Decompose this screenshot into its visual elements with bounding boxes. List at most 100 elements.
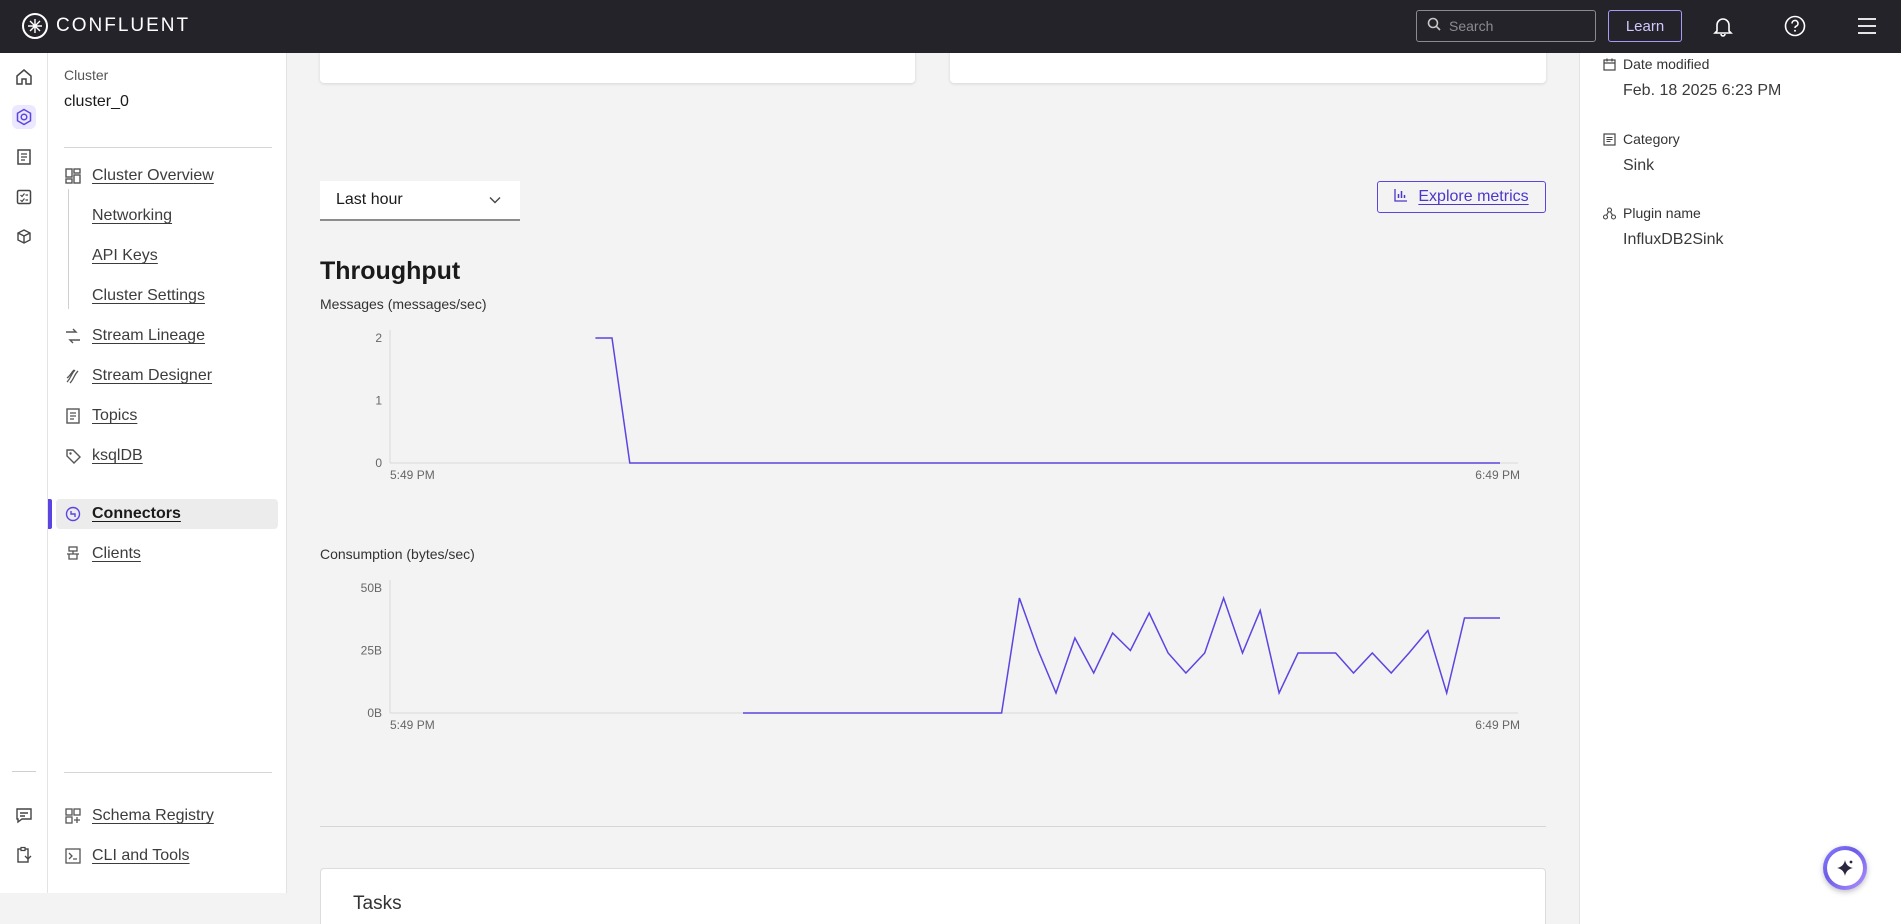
confluent-logo-icon — [22, 13, 48, 39]
sidebar-item-label: CLI and Tools — [92, 847, 190, 864]
summary-card — [320, 53, 915, 83]
search-box[interactable] — [1416, 10, 1596, 42]
messages-chart: 2 1 0 5:49 PM 6:49 PM — [375, 330, 1520, 482]
dashboard-icon — [64, 167, 82, 185]
home-icon[interactable] — [12, 65, 36, 89]
series-line — [743, 595, 1500, 714]
date-modified-label: Date modified — [1623, 56, 1710, 72]
sidebar-item-connectors[interactable]: Connectors — [56, 499, 278, 529]
subnav-line — [68, 189, 69, 309]
help-icon[interactable] — [1782, 13, 1808, 39]
bar-chart-icon — [1394, 188, 1408, 207]
summary-card — [950, 53, 1546, 83]
search-input[interactable] — [1449, 18, 1579, 34]
clipboard-icon[interactable] — [12, 843, 36, 867]
sidebar-item-api-keys[interactable]: API Keys — [56, 241, 278, 271]
menu-icon[interactable] — [1854, 13, 1880, 39]
sidebar-item-stream-lineage[interactable]: Stream Lineage — [56, 321, 278, 351]
explore-metrics-label: Explore metrics — [1418, 188, 1529, 205]
ksqldb-icon — [64, 447, 82, 465]
marketplace-icon[interactable] — [12, 225, 36, 249]
details-panel: Date modified Feb. 18 2025 6:23 PM Categ… — [1579, 53, 1901, 924]
x-tick-label: 6:49 PM — [1475, 468, 1520, 482]
y-tick-label: 2 — [375, 331, 382, 345]
lineage-icon — [64, 327, 82, 345]
date-modified-value: Feb. 18 2025 6:23 PM — [1623, 82, 1782, 99]
sidebar-item-label: Stream Lineage — [92, 327, 205, 344]
chevron-down-icon — [488, 193, 502, 212]
active-indicator — [48, 499, 52, 529]
bell-icon[interactable] — [1710, 13, 1736, 39]
environments-icon[interactable] — [12, 105, 36, 129]
category-icon — [1602, 132, 1616, 146]
topics-icon — [64, 407, 82, 425]
sidebar-item-stream-designer[interactable]: Stream Designer — [56, 361, 278, 391]
top-bar: CONFLUENT Learn — [0, 0, 1901, 53]
cluster-name[interactable]: cluster_0 — [64, 93, 129, 110]
plugin-icon — [1602, 206, 1616, 220]
sidebar-divider — [64, 772, 272, 773]
series-line — [595, 337, 1500, 464]
terminal-icon — [64, 847, 82, 865]
y-tick-label: 25B — [361, 644, 382, 658]
sidebar-item-label: Schema Registry — [92, 807, 214, 824]
plugin-name-label: Plugin name — [1623, 205, 1701, 221]
data-portal-icon[interactable] — [12, 145, 36, 169]
sidebar-item-topics[interactable]: Topics — [56, 401, 278, 431]
sidebar-item-label: ksqlDB — [92, 447, 143, 464]
clients-icon — [64, 545, 82, 563]
designer-icon — [64, 367, 82, 385]
learn-button[interactable]: Learn — [1608, 10, 1682, 42]
x-tick-label: 5:49 PM — [390, 718, 435, 732]
sidebar-item-label: Cluster Settings — [92, 287, 205, 304]
sidebar-item-cli-and-tools[interactable]: CLI and Tools — [56, 841, 278, 871]
tasks-card: Tasks — [320, 868, 1546, 924]
section-divider — [320, 826, 1546, 827]
tasks-title: Tasks — [353, 893, 402, 914]
feedback-icon[interactable] — [12, 803, 36, 827]
sidebar-item-ksqldb[interactable]: ksqlDB — [56, 441, 278, 471]
time-range-value: Last hour — [336, 191, 403, 208]
category-value: Sink — [1623, 157, 1655, 174]
x-tick-label: 6:49 PM — [1475, 718, 1520, 732]
search-icon — [1427, 17, 1441, 36]
sidebar-item-label: Networking — [92, 207, 173, 224]
confluent-logo[interactable]: CONFLUENT — [22, 13, 190, 39]
brand-name: CONFLUENT — [56, 15, 191, 36]
x-tick-label: 5:49 PM — [390, 468, 435, 482]
y-tick-label: 1 — [375, 394, 382, 408]
sidebar-item-cluster-settings[interactable]: Cluster Settings — [56, 281, 278, 311]
sidebar-item-networking[interactable]: Networking — [56, 201, 278, 231]
y-tick-label: 0B — [367, 706, 382, 720]
consumption-chart: 50B 25B 0B 5:49 PM 6:49 PM — [361, 580, 1520, 732]
connectors-icon — [64, 505, 82, 523]
sidebar-item-label: Clients — [92, 545, 141, 562]
sidebar-divider — [64, 147, 272, 148]
section-title: Throughput — [320, 257, 461, 285]
chart-title: Messages (messages/sec) — [320, 296, 487, 312]
cluster-label: Cluster — [64, 67, 109, 83]
ai-assistant-button[interactable] — [1823, 846, 1867, 890]
sparkle-icon — [1827, 850, 1863, 886]
left-rail — [0, 53, 48, 893]
y-tick-label: 50B — [361, 581, 382, 595]
main-content: Last hour Explore metrics Throughput Mes… — [287, 53, 1579, 924]
sidebar-item-label: Connectors — [92, 505, 181, 522]
sidebar-item-label: Cluster Overview — [92, 167, 214, 184]
chart-title: Consumption (bytes/sec) — [320, 546, 475, 562]
category-label: Category — [1623, 131, 1680, 147]
sidebar-item-label: Topics — [92, 407, 138, 424]
rail-divider — [12, 771, 36, 772]
plugin-name-value: InfluxDB2Sink — [1623, 231, 1724, 248]
sidebar-item-label: API Keys — [92, 247, 158, 264]
sidebar-item-cluster-overview[interactable]: Cluster Overview — [56, 161, 278, 191]
sidebar-item-label: Stream Designer — [92, 367, 213, 384]
stream-governance-icon[interactable] — [12, 185, 36, 209]
time-range-select[interactable]: Last hour — [320, 181, 520, 221]
sidebar-item-clients[interactable]: Clients — [56, 539, 278, 569]
explore-metrics-button[interactable]: Explore metrics — [1377, 181, 1546, 213]
sidebar-item-schema-registry[interactable]: Schema Registry — [56, 801, 278, 831]
y-tick-label: 0 — [375, 456, 382, 470]
cluster-sidebar: Cluster cluster_0 Cluster Overview Netwo… — [48, 53, 287, 893]
schema-icon — [64, 807, 82, 825]
